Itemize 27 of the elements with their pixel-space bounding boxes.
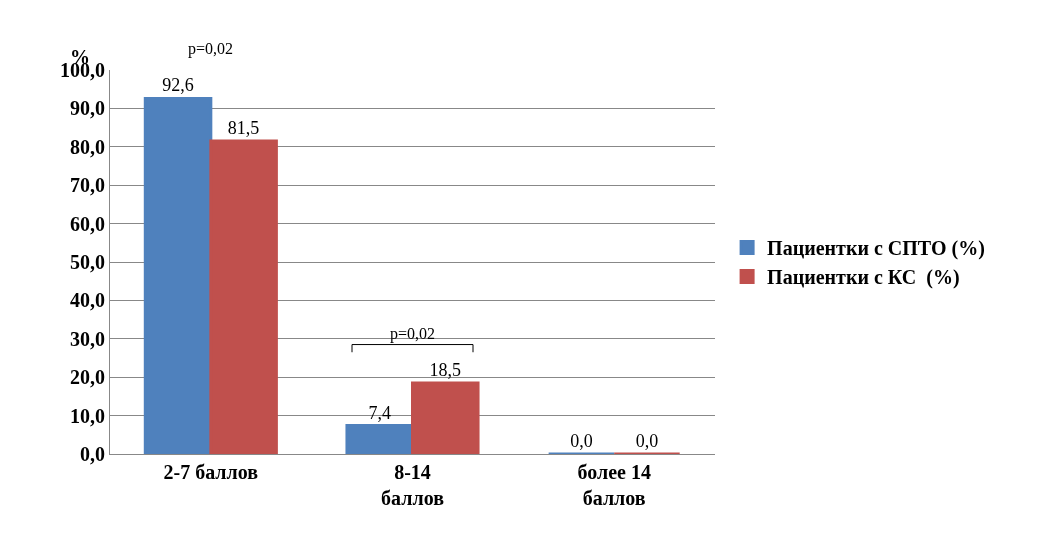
legend-label: Пациентки с СПТО (%) bbox=[767, 237, 985, 261]
x-tick-label: 2-7 баллов bbox=[163, 461, 259, 483]
x-tick-label: более 14 баллов bbox=[577, 461, 651, 509]
data-label: 92,6 bbox=[162, 75, 194, 96]
y-tick-label: 80,0 bbox=[70, 135, 105, 158]
y-tick-label: 10,0 bbox=[70, 404, 105, 427]
data-label: 0,0 bbox=[635, 431, 659, 451]
x-tick-label: 8-14 баллов bbox=[381, 461, 445, 509]
legend-label: Пациентки с КС (%) bbox=[767, 266, 960, 290]
y-tick-label: 0,0 bbox=[80, 443, 105, 465]
y-tick-label: 90,0 bbox=[70, 97, 105, 120]
bar bbox=[345, 424, 414, 454]
annotation: p=0,02 bbox=[390, 325, 436, 343]
y-tick-label: 20,0 bbox=[70, 366, 105, 389]
y-tick-label: 50,0 bbox=[70, 251, 105, 273]
data-label: 0,0 bbox=[570, 431, 593, 451]
bar bbox=[143, 96, 213, 454]
data-label: 81,5 bbox=[227, 118, 260, 139]
y-tick-label: 40,0 bbox=[70, 289, 105, 312]
y-tick-label: 30,0 bbox=[70, 327, 105, 350]
y-tick-label: 70,0 bbox=[70, 174, 105, 197]
bar bbox=[411, 381, 480, 454]
data-label: 18,5 bbox=[429, 359, 462, 380]
text: p=0,02 bbox=[188, 40, 234, 58]
y-tick-label: 60,0 bbox=[70, 212, 105, 235]
bar bbox=[209, 139, 278, 454]
data-label: 7,4 bbox=[368, 402, 391, 423]
